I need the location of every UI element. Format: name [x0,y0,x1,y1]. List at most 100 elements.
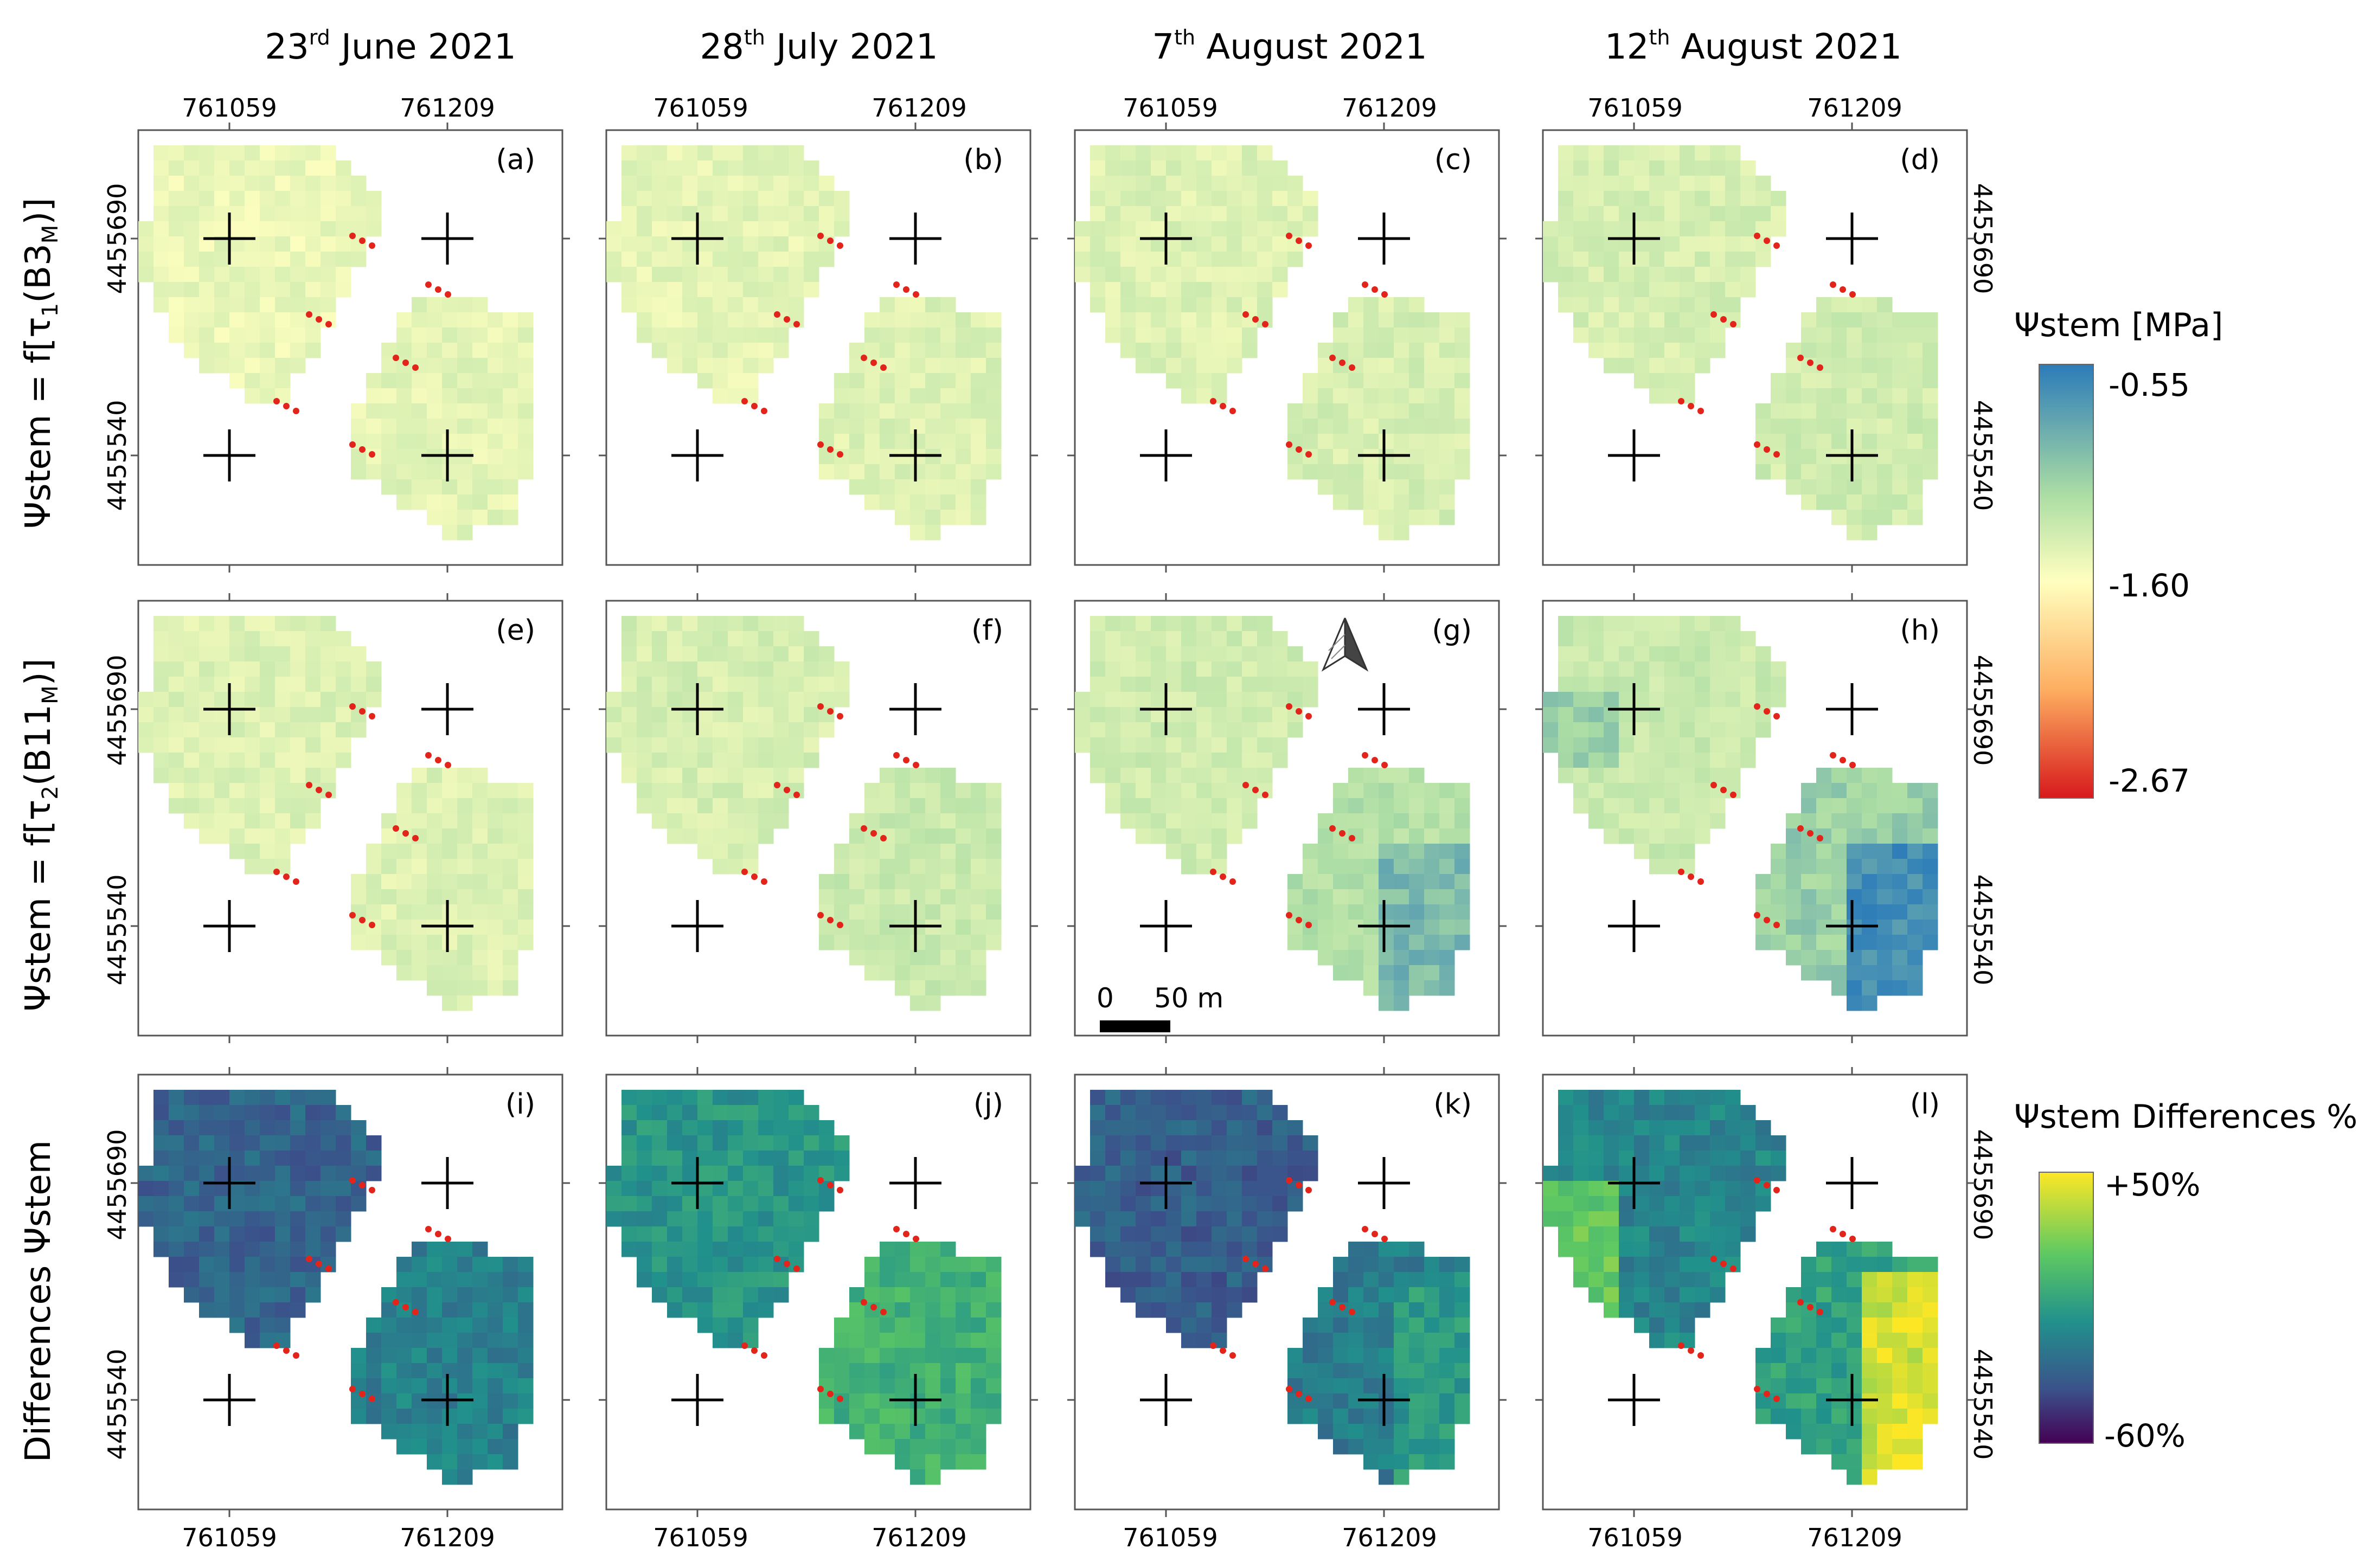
map-pixel [940,1424,956,1440]
sample-point [817,233,824,239]
map-pixel [1454,844,1470,859]
sample-point [1849,291,1856,298]
map-pixel [1272,692,1288,708]
map-pixel [427,312,443,328]
map-pixel [834,464,850,480]
map-pixel [1649,1196,1665,1212]
map-pixel [682,798,698,814]
map-pixel [1710,707,1726,723]
map-pixel [1604,1105,1619,1121]
map-pixel [1348,1287,1364,1303]
map-pixel [849,844,865,859]
map-pixel [1816,1318,1832,1333]
map-pixel [1619,1090,1635,1106]
map-pixel [427,434,443,449]
legend-stem: Ψstem [MPa] -0.55 -1.60 -2.67 [2014,306,2223,799]
map-pixel [412,479,427,495]
map-pixel [713,646,728,662]
map-pixel [503,904,518,920]
map-pixel [1634,1135,1650,1151]
map-pixel [427,464,443,480]
map-pixel [1196,798,1212,814]
map-pixel [728,707,744,723]
map-pixel [1801,434,1817,449]
map-pixel [290,206,306,222]
map-pixel [864,312,880,328]
map-pixel [1573,297,1589,313]
map-pixel [1227,1090,1242,1106]
map-pixel [1543,236,1559,252]
map-pixel [789,616,804,632]
map-pixel [199,813,215,829]
map-pixel [457,874,473,890]
map-pixel [260,1181,275,1197]
map-pixel [1090,1242,1106,1257]
map-pixel [713,692,728,708]
map-pixel [381,373,397,389]
map-pixel [1604,312,1619,328]
map-pixel [1619,297,1635,313]
map-pixel [1363,419,1379,434]
map-pixel [518,1272,534,1288]
map-pixel [184,1257,200,1273]
map-pixel [245,844,260,859]
map-pixel [442,479,458,495]
map-pixel [260,707,275,723]
map-pixel [1573,176,1589,191]
map-pixel [1725,1120,1741,1136]
map-pixel [1363,510,1379,525]
map-pixel [1136,813,1151,829]
map-pixel [1424,388,1440,404]
map-pixel [1877,449,1893,465]
map-pixel [1695,1226,1710,1242]
map-pixel [1664,753,1680,768]
map-pixel [1725,267,1741,282]
map-pixel [1227,221,1242,237]
map-pixel [1257,1196,1273,1212]
map-pixel [260,1135,275,1151]
map-pixel [1816,965,1832,981]
map-pixel [1604,783,1619,799]
map-pixel [396,813,412,829]
map-pixel [880,494,895,510]
map-pixel [184,1211,200,1227]
map-pixel [1136,327,1151,343]
map-pixel [637,312,652,328]
map-pixel [260,1090,275,1106]
map-pixel [396,1287,412,1303]
map-pixel [1892,874,1908,890]
map-pixel [1424,358,1440,374]
map-pixel [184,631,200,647]
map-pixel [1755,252,1771,267]
sample-point [425,1226,432,1232]
map-pixel [518,844,534,859]
sample-point [1754,1177,1760,1184]
map-pixel [366,1151,382,1166]
map-pixel [1303,1363,1318,1379]
map-pixel [1120,737,1136,753]
map-pixel [637,677,652,692]
map-pixel [1227,145,1242,161]
map-pixel [1847,950,1862,966]
map-pixel [1695,160,1710,176]
map-pixel [1755,176,1771,191]
map-pixel [667,1242,683,1257]
sample-point [761,408,767,414]
map-pixel [1907,1363,1923,1379]
map-pixel [1348,889,1364,905]
map-pixel [245,145,260,161]
map-pixel [667,1272,683,1288]
map-pixel [1394,798,1409,814]
map-pixel [1831,783,1847,799]
map-pixel [667,646,683,662]
map-pixel [1543,252,1559,267]
map-pixel [1725,282,1741,298]
map-pixel [1394,1454,1409,1470]
map-pixel [260,692,275,708]
map-pixel [1181,1302,1197,1318]
sample-point [827,708,834,715]
map-pixel [652,722,668,738]
map-pixel [214,1272,230,1288]
map-pixel [396,1378,412,1394]
map-pixel [275,312,291,328]
